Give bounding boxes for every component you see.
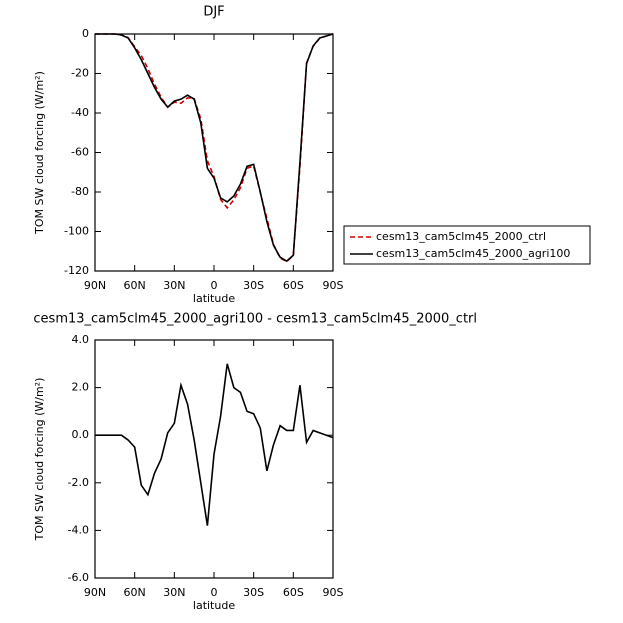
x-tick-label: 60N — [124, 586, 146, 599]
x-axis-label: latitude — [193, 599, 235, 612]
x-tick-label: 0 — [211, 586, 218, 599]
x-tick-label: 60N — [124, 279, 146, 292]
y-tick-label: -4.0 — [68, 523, 89, 536]
data-line — [95, 33, 334, 263]
x-axis-label: latitude — [193, 292, 235, 305]
y-axis-label: TOM SW cloud forcing (W/m²) — [33, 71, 46, 235]
x-tick-label: 90N — [84, 279, 106, 292]
y-tick-label: -80 — [71, 185, 89, 198]
x-tick-label: 90S — [323, 279, 344, 292]
y-tick-label: -20 — [71, 67, 89, 80]
legend-box — [343, 225, 591, 265]
data-line — [95, 363, 334, 526]
x-tick-label: 60S — [283, 586, 304, 599]
y-tick-label: -120 — [64, 264, 89, 277]
chart-title: DJF — [203, 5, 224, 20]
legend: cesm13_cam5clm45_2000_ctrl cesm13_cam5clm… — [343, 225, 591, 265]
y-tick-label: -6.0 — [68, 571, 89, 584]
y-tick-label: 4.0 — [72, 333, 90, 346]
y-tick-label: -2.0 — [68, 476, 89, 489]
x-tick-label: 0 — [211, 279, 218, 292]
x-tick-label: 30N — [163, 279, 185, 292]
x-tick-label: 30N — [163, 586, 185, 599]
x-tick-label: 30S — [243, 586, 264, 599]
y-tick-label: -60 — [71, 146, 89, 159]
y-tick-label: 2.0 — [72, 381, 90, 394]
x-tick-label: 90S — [323, 586, 344, 599]
y-tick-label: 0.0 — [72, 428, 90, 441]
y-tick-label: -40 — [71, 106, 89, 119]
y-tick-label: 0 — [82, 27, 89, 40]
chart-title: cesm13_cam5clm45_2000_agri100 - cesm13_c… — [33, 312, 477, 327]
legend-label: cesm13_cam5clm45_2000_ctrl — [376, 230, 546, 243]
legend-label: cesm13_cam5clm45_2000_agri100 — [376, 247, 570, 260]
plot-frame — [94, 33, 334, 272]
x-tick-label: 60S — [283, 279, 304, 292]
data-line — [95, 33, 334, 263]
y-axis-label: TOM SW cloud forcing (W/m²) — [33, 378, 46, 542]
x-tick-label: 30S — [243, 279, 264, 292]
y-tick-label: -100 — [64, 225, 89, 238]
x-tick-label: 90N — [84, 586, 106, 599]
